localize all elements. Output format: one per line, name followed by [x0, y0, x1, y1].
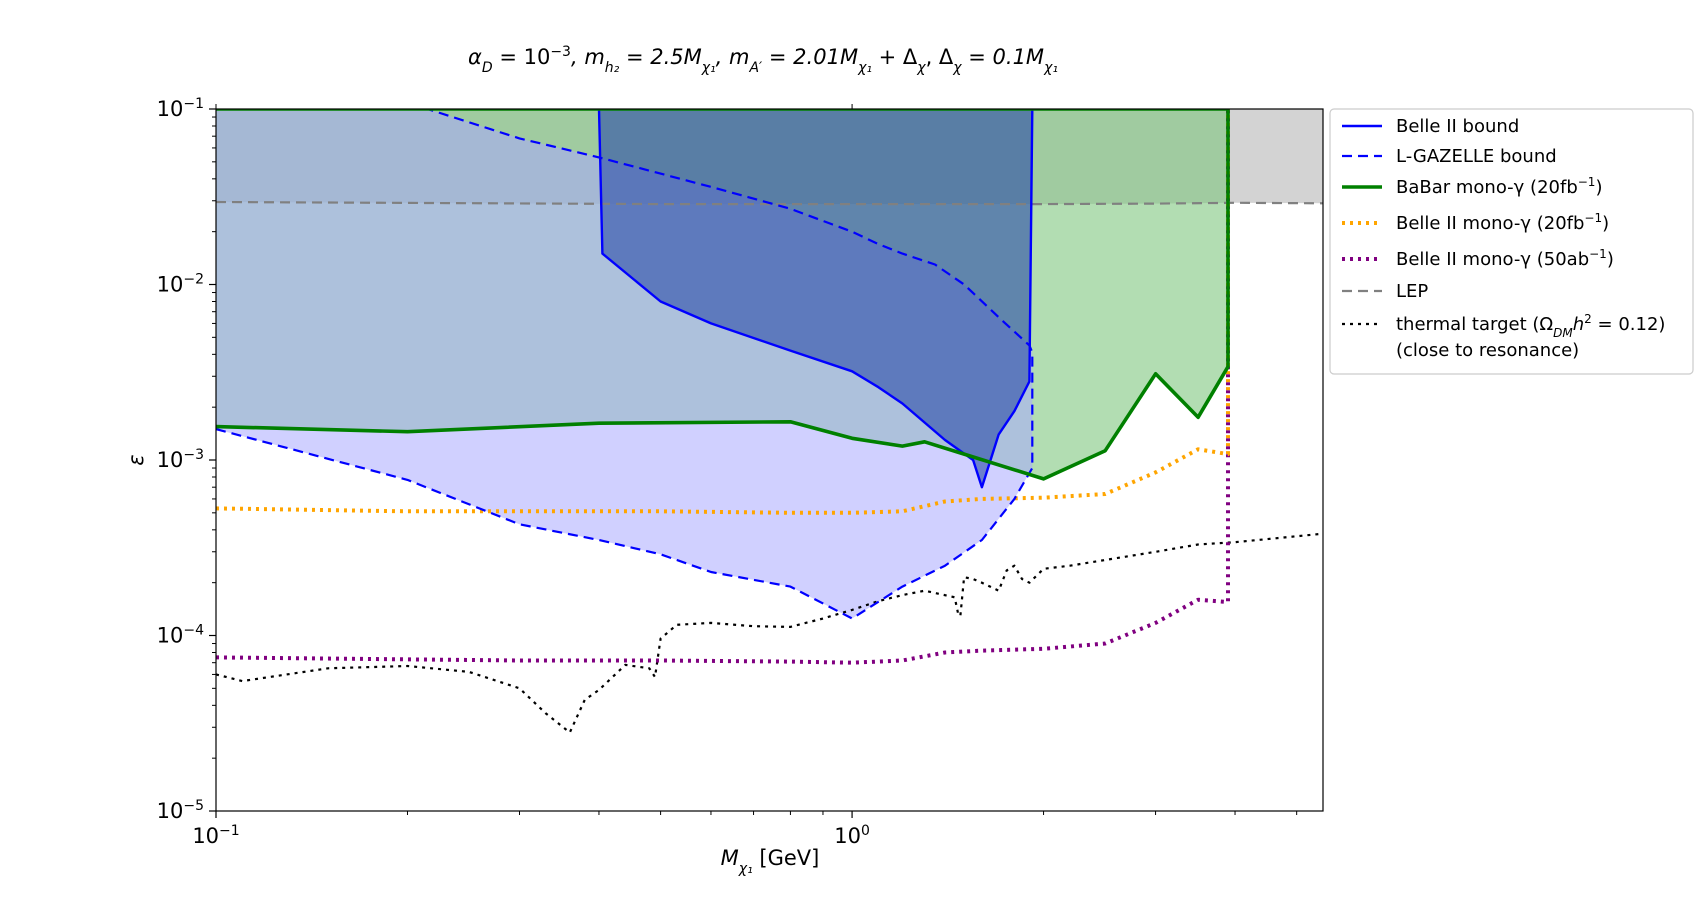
x-tick-label: 100: [834, 823, 870, 848]
x-tick-label: 10−1: [192, 823, 239, 848]
legend-box: [1329, 108, 1694, 375]
y-tick-label: 10−3: [157, 447, 204, 472]
series-line-belle2_50: [216, 109, 1230, 665]
y-tick-label: 10−5: [157, 798, 204, 823]
legend-label-lgazelle: L-GAZELLE bound: [1396, 146, 1557, 167]
chart-title: αD = 10−3, mh₂ = 2.5Mχ₁, mA′ = 2.01Mχ₁ +…: [468, 44, 1058, 76]
y-tick-label: 10−4: [157, 623, 204, 648]
axis-labels: Mχ₁ [GeV] ε: [124, 454, 819, 877]
axis-ticks: 10−1 100 10−5 10−4 10−3 10−2 10−1: [157, 96, 1298, 848]
series-line-belle2_20: [216, 109, 1230, 515]
legend: Belle II bound L-GAZELLE bound BaBar mono-…: [1329, 108, 1694, 375]
y-axis-label: ε: [124, 454, 148, 465]
chart-title-text: αD = 10−3, mh₂ = 2.5Mχ₁, mA′ = 2.01Mχ₁ +…: [468, 44, 1058, 76]
legend-label-lep: LEP: [1396, 281, 1428, 302]
x-axis-label: Mχ₁ [GeV]: [721, 846, 820, 877]
series-line-belle2: [597, 109, 1034, 489]
y-tick-label: 10−2: [157, 272, 204, 297]
legend-label-belle2_20: Belle II mono-γ (20fb−1): [1396, 211, 1609, 234]
series-line-babar: [216, 109, 1230, 481]
legend-label-babar: BaBar mono-γ (20fb−1): [1396, 175, 1602, 198]
y-tick-label: 10−1: [157, 96, 204, 121]
legend-label-belle2: Belle II bound: [1396, 116, 1519, 137]
plot-fills: [216, 109, 1323, 619]
legend-label-thermal-line2: (close to resonance): [1396, 340, 1579, 361]
legend-label-belle2_50: Belle II mono-γ (50ab−1): [1396, 247, 1614, 270]
plot-lines: [216, 109, 1323, 734]
legend-label-thermal: thermal target (ΩDMh2 = 0.12): [1396, 312, 1665, 340]
series-line-lgazelle: [216, 109, 1034, 620]
